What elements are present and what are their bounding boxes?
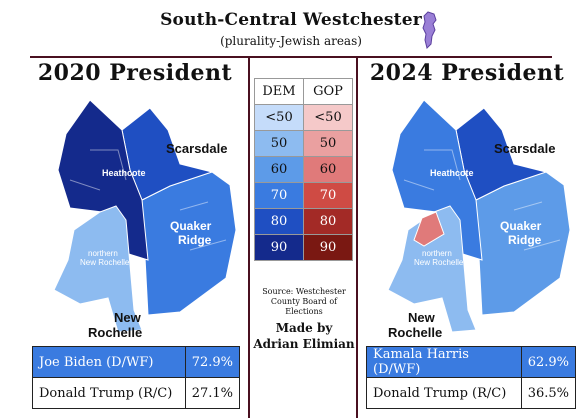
- result-row-dem: Joe Biden (D/WF) 72.9%: [32, 346, 241, 378]
- legend-dem-4: 70: [254, 182, 304, 209]
- label-new: New: [114, 310, 142, 325]
- westchester-county-icon: [422, 11, 437, 49]
- color-legend: DEM GOP <50 <50 50 50 60 60 70 70 80 80 …: [254, 78, 353, 261]
- pct-gop: 36.5%: [520, 377, 577, 409]
- candidate-dem: Joe Biden (D/WF): [32, 346, 186, 378]
- page-subtitle: (plurality-Jewish areas): [220, 34, 362, 48]
- result-row-gop: Donald Trump (R/C) 27.1%: [32, 377, 241, 409]
- map-2024: Scarsdale Heathcote Quaker Ridge norther…: [387, 99, 571, 340]
- label-ridge: Ridge: [178, 233, 212, 247]
- label-new: New: [408, 310, 436, 325]
- legend-dem-1: <50: [254, 104, 304, 131]
- label-northern-nr: New Rochelle: [80, 258, 130, 267]
- legend-gop-4: 70: [303, 182, 353, 209]
- label-heathcote: Heathcote: [430, 168, 474, 178]
- candidate-gop: Donald Trump (R/C): [32, 377, 186, 409]
- candidate-gop: Donald Trump (R/C): [366, 377, 522, 409]
- legend-gop-2: 50: [303, 130, 353, 157]
- credit-line-2: Adrian Elimian: [253, 337, 355, 351]
- heading-2024: 2024 President: [369, 60, 565, 86]
- result-row-dem: Kamala Harris (D/WF) 62.9%: [366, 346, 577, 378]
- legend-dem-3: 60: [254, 156, 304, 183]
- pct-dem: 72.9%: [184, 346, 241, 378]
- label-heathcote: Heathcote: [102, 168, 146, 178]
- divider-left: [248, 56, 250, 418]
- label-scarsdale: Scarsdale: [494, 141, 555, 156]
- pct-gop: 27.1%: [184, 377, 241, 409]
- label-rochelle: Rochelle: [388, 325, 442, 340]
- credit-line-1: Made by: [275, 321, 333, 335]
- legend-gop-6: 90: [303, 234, 353, 261]
- region-gop-precinct: [413, 211, 445, 247]
- legend-gop-1: <50: [303, 104, 353, 131]
- label-rochelle: Rochelle: [88, 325, 142, 340]
- legend-dem-2: 50: [254, 130, 304, 157]
- legend-header-dem: DEM: [254, 78, 304, 105]
- result-row-gop: Donald Trump (R/C) 36.5%: [366, 377, 577, 409]
- pct-dem: 62.9%: [520, 346, 577, 378]
- region-new-rochelle: [53, 205, 143, 333]
- legend-gop-3: 60: [303, 156, 353, 183]
- legend-gop-5: 80: [303, 208, 353, 235]
- label-quaker: Quaker: [170, 219, 212, 233]
- label-northern: northern: [422, 249, 452, 258]
- header-rule: [30, 56, 552, 58]
- divider-right: [356, 56, 358, 418]
- map-2020: Scarsdale Heathcote Quaker Ridge norther…: [53, 99, 237, 340]
- label-northern: northern: [88, 249, 118, 258]
- region-new-rochelle: [387, 205, 477, 333]
- legend-dem-6: 90: [254, 234, 304, 261]
- legend-dem-5: 80: [254, 208, 304, 235]
- label-northern-nr: New Rochelle: [414, 258, 464, 267]
- candidate-dem: Kamala Harris (D/WF): [366, 346, 522, 378]
- label-scarsdale: Scarsdale: [166, 141, 227, 156]
- page-title: South-Central Westchester: [160, 10, 422, 30]
- source-note: Source: Westchester County Board of Elec…: [262, 287, 346, 316]
- label-ridge: Ridge: [508, 233, 542, 247]
- results-2024: Kamala Harris (D/WF) 62.9% Donald Trump …: [366, 346, 577, 409]
- credit: Made by Adrian Elimian: [252, 320, 356, 352]
- label-quaker: Quaker: [500, 219, 542, 233]
- results-2020: Joe Biden (D/WF) 72.9% Donald Trump (R/C…: [32, 346, 241, 409]
- legend-header-gop: GOP: [303, 78, 353, 105]
- heading-2020: 2020 President: [37, 60, 233, 86]
